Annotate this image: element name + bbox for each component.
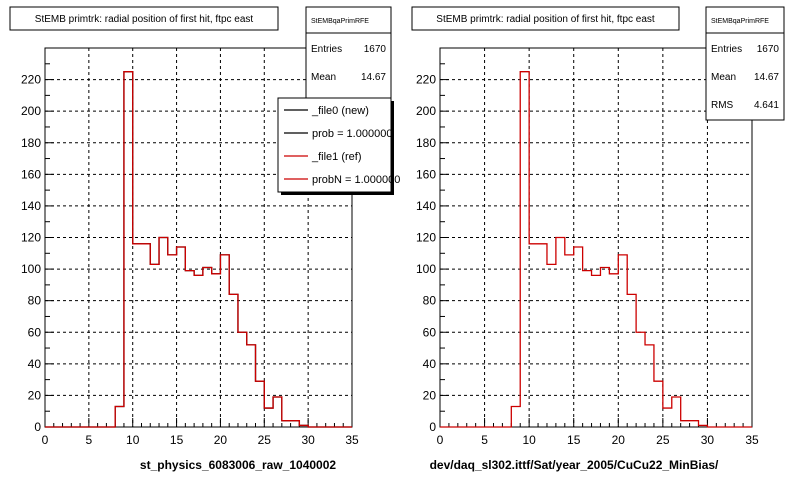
y-tick-label: 220 [416,73,436,87]
y-tick-label: 60 [423,325,437,339]
y-tick-label: 0 [429,420,436,434]
stats-label: Entries [311,44,342,55]
histogram-series-1 [440,71,752,428]
y-tick-label: 140 [416,199,436,213]
y-tick-label: 100 [21,262,41,276]
x-tick-label: 10 [522,433,536,447]
legend-entry: _file0 (new) [311,105,369,117]
histogram-series-2 [45,71,352,428]
chart-title: StEMB primtrk: radial position of first … [436,14,655,25]
x-tick-label: 35 [745,433,759,447]
x-tick-label: 30 [701,433,715,447]
histogram-panel-1: 0 5 10 15 20 25 30 35 0 20 40 60 80 100 120 140 160 180 20… [9,6,400,472]
x-tick-label: 30 [301,433,315,447]
stats-value: 4.641 [754,100,779,111]
x-tick-label: 15 [567,433,581,447]
stats-name: StEMBqaPrimRFE [311,18,369,25]
y-tick-label: 0 [34,420,41,434]
x-tick-label: 15 [170,433,184,447]
legend-entry: probN = 1.000000 [312,174,400,186]
x-tick-label: 25 [656,433,670,447]
x-tick-label: 10 [126,433,140,447]
y-tick-label: 180 [416,136,436,150]
y-tick-label: 140 [21,199,41,213]
y-tick-label: 40 [28,357,42,371]
x-tick-label: 20 [612,433,626,447]
stats-name: StEMBqaPrimRFE [711,18,769,25]
legend-entry: prob = 1.000000 [312,128,392,140]
y-tick-label: 120 [416,231,436,245]
y-tick-label: 80 [423,294,437,308]
stats-value: 1670 [757,44,780,55]
legend-box [277,97,392,193]
y-tick-label: 180 [21,136,41,150]
y-tick-label: 160 [21,167,41,181]
x-axis-label: st_physics_6083006_raw_1040002 [140,458,336,472]
stats-value: 1670 [364,44,387,55]
histogram-panel-2: 0 5 10 15 20 25 30 35 0 20 40 60 80 100 120 140 160 180 20… [411,6,785,472]
x-tick-label: 5 [481,433,488,447]
x-tick-label: 35 [345,433,359,447]
x-tick-label: 20 [214,433,228,447]
stats-label: RMS [711,100,734,111]
y-tick-label: 120 [21,231,41,245]
stats-value: 14.67 [361,72,386,83]
stats-label: Entries [711,44,742,55]
x-tick-label: 5 [86,433,93,447]
x-tick-label: 0 [42,433,49,447]
legend: _file0 (new) prob = 1.000000 _file1 (ref) p… [277,97,400,195]
x-tick-label: 25 [258,433,272,447]
y-tick-label: 220 [21,73,41,87]
x-axis-label: dev/daq_sl302.ittf/Sat/year_2005/CuCu22_… [430,458,719,472]
y-tick-label: 80 [28,294,42,308]
y-tick-label: 160 [416,167,436,181]
stats-label: Mean [711,72,736,83]
y-tick-label: 60 [28,325,42,339]
y-tick-label: 20 [28,388,42,402]
y-tick-label: 200 [21,104,41,118]
y-tick-label: 100 [416,262,436,276]
stats-label: Mean [311,72,336,83]
chart-title: StEMB primtrk: radial position of first … [35,14,254,25]
stats-box [705,6,785,121]
y-tick-label: 20 [423,388,437,402]
y-tick-label: 40 [423,357,437,371]
title-box [9,6,279,31]
title-box [411,6,680,31]
y-tick-label: 200 [416,104,436,118]
legend-entry: _file1 (ref) [311,151,362,163]
stats-value: 14.67 [754,72,779,83]
x-tick-label: 0 [437,433,444,447]
